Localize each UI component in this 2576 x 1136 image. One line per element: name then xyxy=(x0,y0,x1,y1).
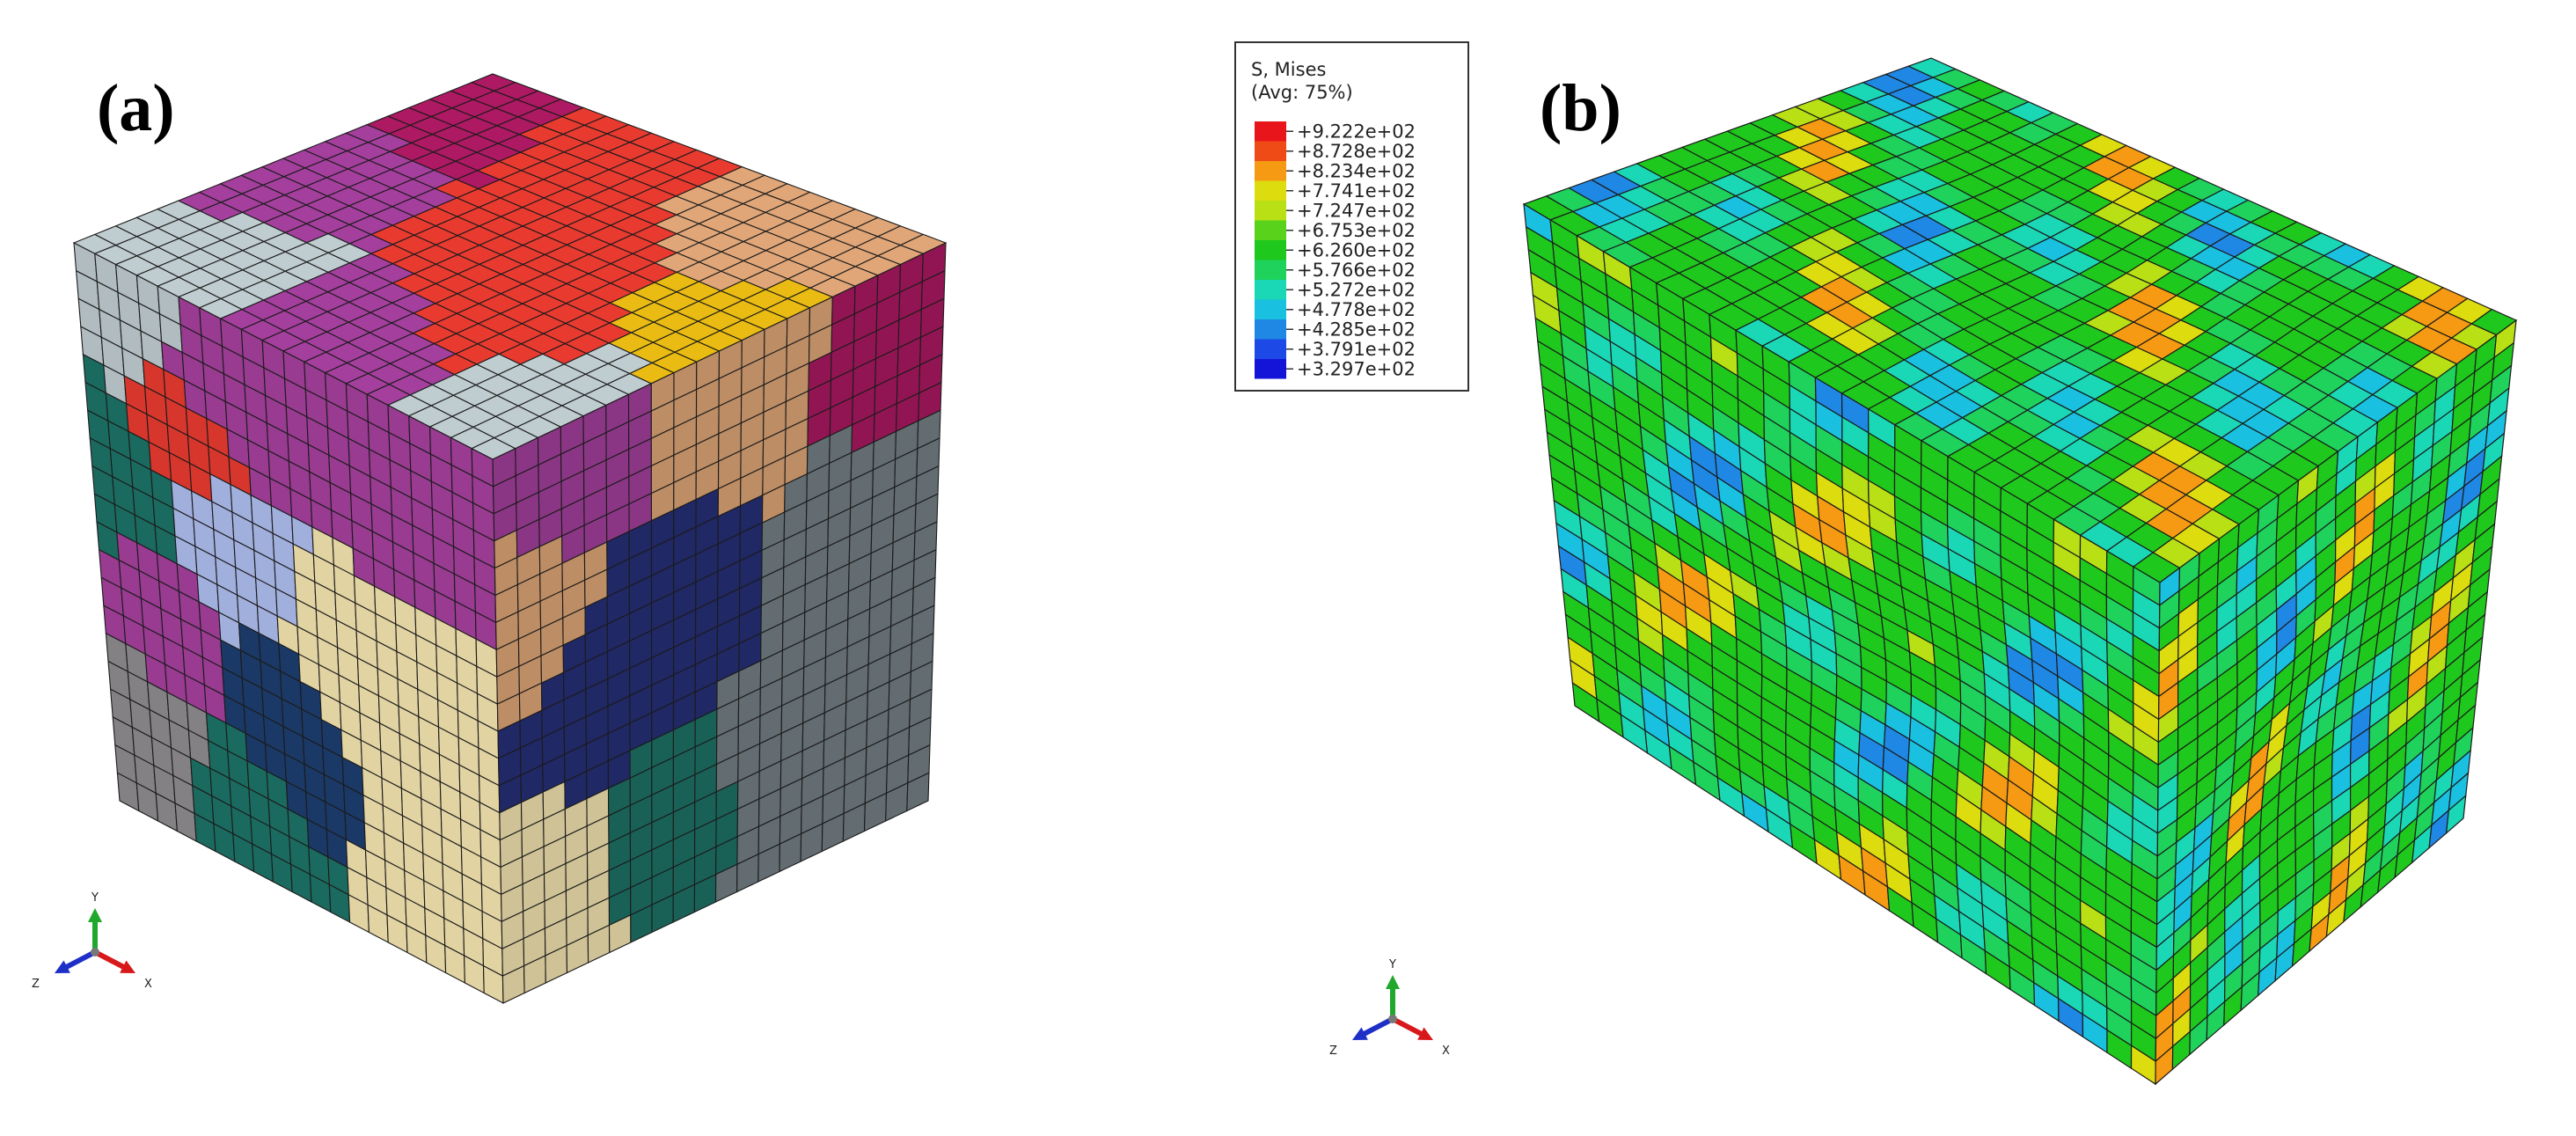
x-axis-shaft xyxy=(1391,1016,1427,1039)
triad-origin xyxy=(1388,1015,1397,1023)
legend-swatch xyxy=(1255,319,1286,340)
panel-label-a: (a) xyxy=(97,71,175,145)
legend-value: +3.297e+02 xyxy=(1297,358,1416,379)
x-axis-label: X xyxy=(144,978,152,991)
x-axis-arrowhead xyxy=(1417,1027,1433,1040)
coordinate-triad-b: Y X Z xyxy=(1329,958,1450,1058)
legend-value: +7.741e+02 xyxy=(1297,180,1416,202)
triad-origin xyxy=(91,948,99,956)
legend-value: +4.285e+02 xyxy=(1297,319,1416,340)
z-axis-shaft xyxy=(1358,1016,1394,1039)
legend-swatch xyxy=(1255,260,1286,280)
legend-swatch xyxy=(1255,141,1286,161)
legend-swatch xyxy=(1255,121,1286,142)
z-axis-arrowhead xyxy=(1352,1027,1368,1040)
legend-subtitle: (Avg: 75%) xyxy=(1251,82,1353,103)
legend-value: +5.766e+02 xyxy=(1297,260,1416,281)
x-axis-label: X xyxy=(1442,1044,1450,1058)
legend-swatch xyxy=(1255,220,1286,240)
legend-swatch xyxy=(1255,339,1286,359)
coordinate-triad-a: Y X Z xyxy=(32,891,152,991)
x-axis-shaft xyxy=(93,949,129,972)
legend-entries: +9.222e+02+8.728e+02+8.234e+02+7.741e+02… xyxy=(1255,121,1416,379)
legend-value: +7.247e+02 xyxy=(1297,200,1416,221)
mises-stress-legend: S, Mises (Avg: 75%) +9.222e+02+8.728e+02… xyxy=(1234,41,1469,392)
z-axis-arrowhead xyxy=(55,960,70,973)
legend-swatch xyxy=(1255,299,1286,319)
legend-value: +6.260e+02 xyxy=(1297,239,1416,260)
panel-label-b: (b) xyxy=(1540,71,1621,145)
legend-value: +8.234e+02 xyxy=(1297,160,1416,181)
side-face-element xyxy=(2445,794,2467,835)
legend-value: +5.272e+02 xyxy=(1297,279,1416,300)
legend-value: +6.753e+02 xyxy=(1297,220,1416,241)
polycrystal-voxel-cube xyxy=(72,73,948,1004)
legend-swatch xyxy=(1255,240,1286,260)
legend-value: +3.791e+02 xyxy=(1297,339,1416,360)
y-axis-arrowhead xyxy=(1386,975,1400,989)
right-face-voxel xyxy=(906,772,930,812)
deformed-fe-mesh xyxy=(1522,57,2518,1086)
x-axis-arrowhead xyxy=(120,960,135,973)
legend-swatch xyxy=(1255,180,1286,201)
z-axis-shaft xyxy=(61,949,97,972)
legend-value: +8.728e+02 xyxy=(1297,141,1416,162)
legend-value: +4.778e+02 xyxy=(1297,299,1416,320)
legend-swatch xyxy=(1255,359,1286,379)
legend-swatch xyxy=(1255,280,1286,300)
legend-swatch xyxy=(1255,201,1286,221)
legend-swatch xyxy=(1255,161,1286,181)
z-axis-label: Z xyxy=(1329,1044,1337,1058)
y-axis-arrowhead xyxy=(88,908,102,922)
legend-value: +9.222e+02 xyxy=(1297,121,1416,142)
z-axis-label: Z xyxy=(32,978,40,991)
y-axis-label: Y xyxy=(91,891,99,905)
legend-title: S, Mises xyxy=(1251,59,1326,80)
y-axis-label: Y xyxy=(1388,958,1396,971)
